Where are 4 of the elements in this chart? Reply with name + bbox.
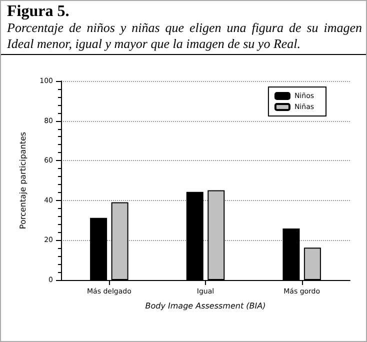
y-axis-title: Porcentaje participantes [18,132,28,230]
chart-title: Figura 5. [7,3,70,20]
chart-subtitle: Porcentaje de niños y niñas que eligen una figura de su imagen Ideal menor, igual y mayor que la imagen de su yo Real. [7,20,362,52]
x-axis-title: Body Image Assessment (BIA) [145,302,266,310]
